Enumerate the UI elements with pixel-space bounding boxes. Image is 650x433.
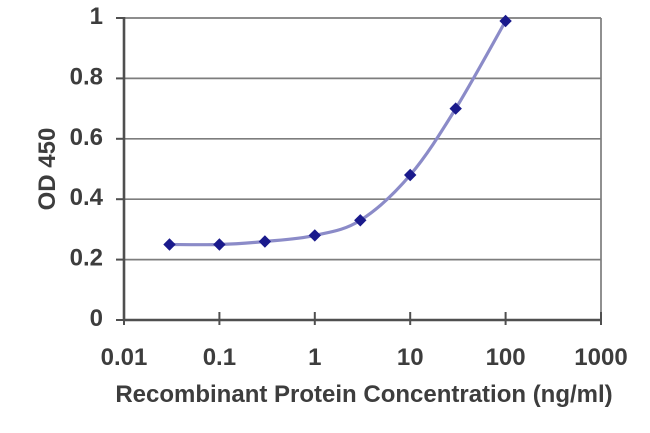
data-point-marker-30 [449,102,462,115]
data-point-marker-1 [308,229,321,242]
y-tick-label-0.4: 0.4 [70,184,104,211]
x-tick-label-10: 10 [397,344,424,371]
y-tick-label-0: 0 [90,305,103,332]
data-point-marker-3 [354,214,367,227]
y-tick-label-0.8: 0.8 [70,63,103,90]
x-tick-label-100: 100 [486,344,526,371]
y-axis-title: OD 450 [34,127,61,211]
y-tick-label-0.6: 0.6 [70,124,103,151]
x-tick-label-0.01: 0.01 [101,344,148,371]
x-axis-title: Recombinant Protein Concentration (ng/ml… [115,381,613,408]
x-tick-label-0.1: 0.1 [203,344,236,371]
series-line [167,19,508,247]
data-point-marker-0.3 [258,235,272,248]
x-tick-label-1000: 1000 [574,344,627,371]
data-point-marker-0.03 [163,238,176,251]
x-tick-label-1: 1 [308,344,321,371]
data-point-marker-0.1 [213,238,226,251]
y-tick-label-1: 1 [90,3,103,30]
y-tick-label-0.2: 0.2 [70,245,103,272]
data-point-marker-10 [404,168,417,182]
data-point-marker-100 [499,14,512,28]
